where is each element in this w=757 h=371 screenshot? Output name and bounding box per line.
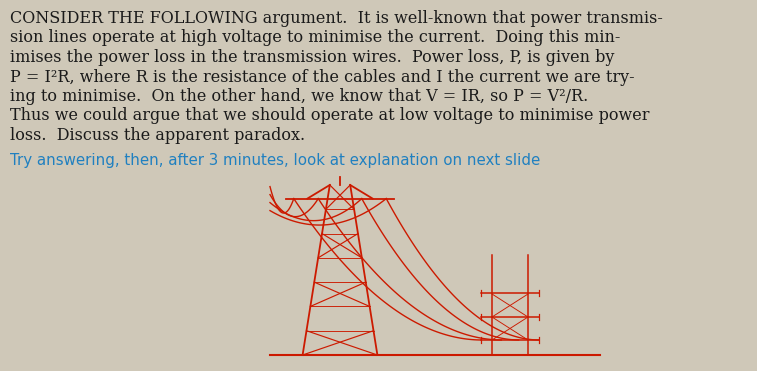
Text: Try answering, then, after 3 minutes, look at explanation on next slide: Try answering, then, after 3 minutes, lo… (10, 152, 540, 167)
Text: Thus we could argue that we should operate at low voltage to minimise power: Thus we could argue that we should opera… (10, 108, 650, 125)
Text: P = I²R, where R is the resistance of the cables and I the current we are try-: P = I²R, where R is the resistance of th… (10, 69, 634, 85)
Text: imises the power loss in the transmission wires.  Power loss, P, is given by: imises the power loss in the transmissio… (10, 49, 615, 66)
Text: sion lines operate at high voltage to minimise the current.  Doing this min-: sion lines operate at high voltage to mi… (10, 30, 621, 46)
Text: CONSIDER THE FOLLOWING argument.  It is well-known that power transmis-: CONSIDER THE FOLLOWING argument. It is w… (10, 10, 663, 27)
Text: loss.  Discuss the apparent paradox.: loss. Discuss the apparent paradox. (10, 127, 305, 144)
Text: ing to minimise.  On the other hand, we know that V = IR, so P = V²/R.: ing to minimise. On the other hand, we k… (10, 88, 588, 105)
